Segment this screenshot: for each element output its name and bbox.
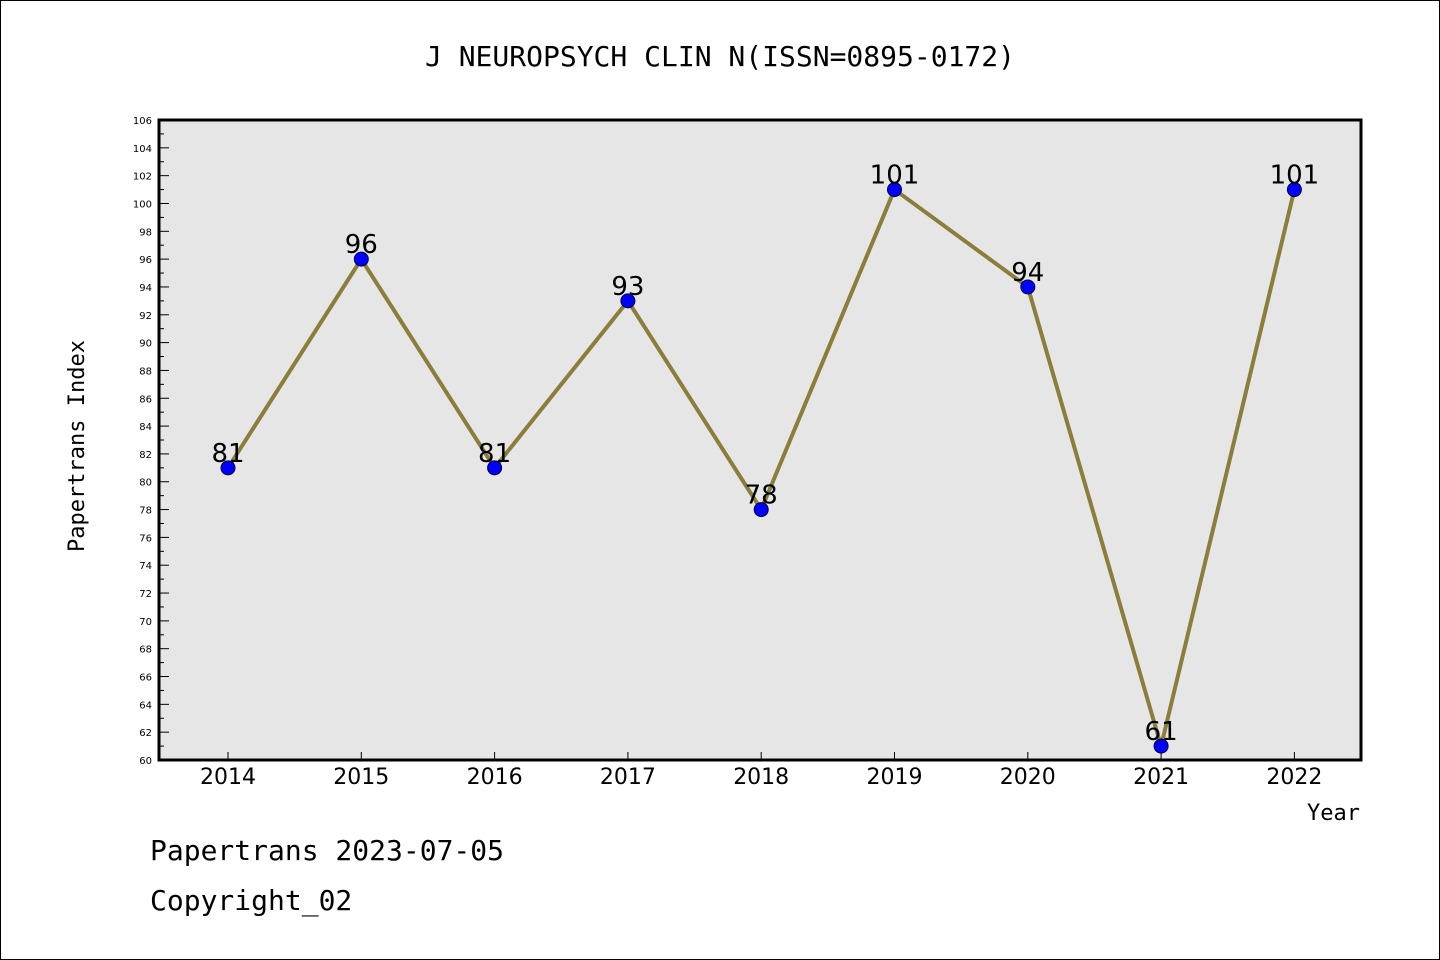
x-axis-title: Year <box>1307 801 1360 826</box>
data-point <box>620 293 636 309</box>
x-tick-label: 2014 <box>200 765 256 790</box>
data-label: 81 <box>478 439 511 469</box>
y-tick-label: 78 <box>139 506 152 517</box>
plot-border <box>157 118 1363 762</box>
data-point <box>1020 279 1036 295</box>
x-tick-label: 2021 <box>1133 765 1189 790</box>
y-tick-label: 68 <box>139 645 152 656</box>
data-point <box>1286 182 1302 198</box>
data-label: 94 <box>1011 258 1044 288</box>
y-tick-label: 64 <box>139 700 152 711</box>
data-point <box>753 502 769 518</box>
data-label: 81 <box>211 439 244 469</box>
y-tick-label: 106 <box>133 116 152 127</box>
data-label: 78 <box>745 481 778 511</box>
y-tick-label: 98 <box>139 227 152 238</box>
y-tick-label: 88 <box>139 366 152 377</box>
y-tick-label: 82 <box>139 450 152 461</box>
data-label: 101 <box>870 161 920 191</box>
chart-title: J NEUROPSYCH CLIN N(ISSN=0895-0172) <box>425 40 1015 73</box>
data-labels-group: 81 96 81 93 78 101 94 61 101 <box>211 161 1319 748</box>
x-tick-label: 2022 <box>1266 765 1322 790</box>
footer-date: Papertrans 2023-07-05 <box>150 834 505 867</box>
x-tick-label: 2017 <box>600 765 656 790</box>
x-tick-label: 2020 <box>1000 765 1056 790</box>
markers-group <box>220 182 1302 754</box>
data-label: 93 <box>611 272 644 302</box>
y-tick-label: 60 <box>139 756 152 767</box>
data-label: 101 <box>1270 161 1320 191</box>
y-tick-label: 96 <box>139 255 152 266</box>
y-tick-label: 62 <box>139 728 152 739</box>
y-tick-label: 76 <box>139 533 152 544</box>
footer-copyright: Copyright_02 <box>150 884 353 917</box>
y-tick-label: 70 <box>139 617 152 628</box>
y-tick-label: 84 <box>139 422 152 433</box>
y-tick-label: 74 <box>139 561 152 572</box>
data-point <box>1153 738 1169 754</box>
x-tick-label: 2016 <box>467 765 523 790</box>
data-point <box>353 251 369 267</box>
y-tick-label: 100 <box>133 199 152 210</box>
x-tick-label: 2015 <box>333 765 389 790</box>
y-tick-label: 94 <box>139 283 152 294</box>
y-tick-label: 102 <box>133 172 152 183</box>
data-point <box>887 182 902 198</box>
plot-area <box>159 120 1361 760</box>
data-point <box>220 460 236 476</box>
y-tick-label: 90 <box>139 339 152 350</box>
data-label: 96 <box>345 230 378 260</box>
x-tick-label: 2018 <box>733 765 789 790</box>
y-axis-title: Papertrans Index <box>65 340 90 552</box>
data-point <box>487 460 503 476</box>
y-tick-label: 92 <box>139 311 152 322</box>
y-tick-label: 66 <box>139 673 152 684</box>
y-tick-label: 80 <box>139 478 152 489</box>
x-axis: 2014 2015 2016 2017 2018 2019 2020 2021 2022 <box>200 752 1322 790</box>
y-tick-label: 104 <box>133 144 152 155</box>
y-tick-label: 72 <box>139 589 152 600</box>
data-label: 61 <box>1145 717 1178 747</box>
x-tick-label: 2019 <box>867 765 923 790</box>
y-tick-label: 86 <box>139 394 152 405</box>
